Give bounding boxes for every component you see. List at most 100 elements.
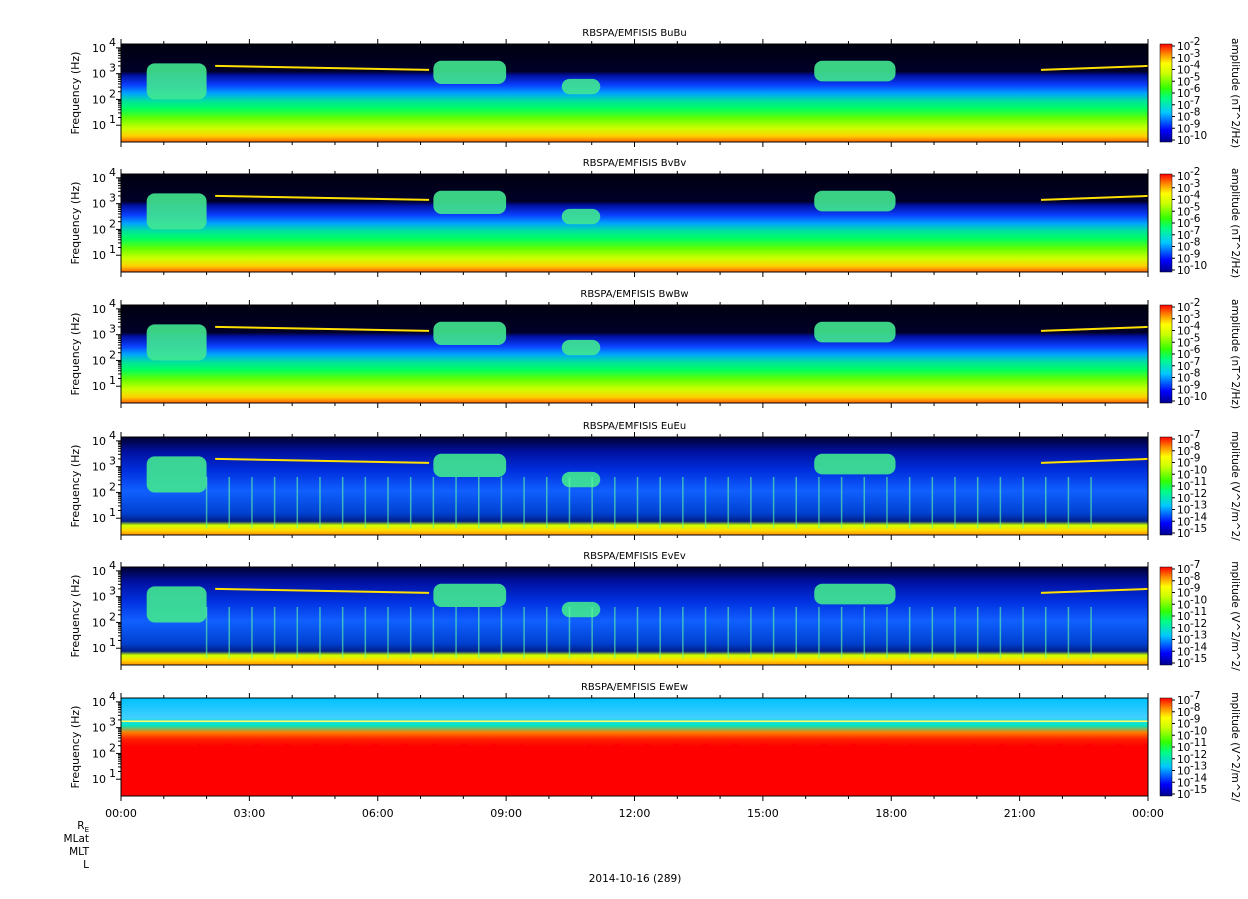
colorbar-tick-exponent: -11 <box>1190 476 1207 488</box>
colorbar-tick-label: 10 <box>1177 789 1190 801</box>
colorbar-tick-label: 10 <box>1177 635 1190 647</box>
y-tick-exponent: 1 <box>109 767 116 780</box>
colorbar-tick-exponent: -8 <box>1190 571 1200 583</box>
y-tick-label: 10 <box>92 329 106 342</box>
panel-title: RBSPA/EMFISIS EwEw <box>581 682 688 693</box>
y-tick-label: 10 <box>92 512 106 525</box>
colorbar-tick-exponent: -10 <box>1190 594 1207 606</box>
colorbar-tick-exponent: -2 <box>1190 297 1200 309</box>
y-tick-label: 10 <box>92 380 106 393</box>
y-tick-label: 10 <box>92 486 106 499</box>
colorbar-tick-exponent: -14 <box>1190 511 1207 523</box>
colorbar-tick-exponent: -7 <box>1190 356 1200 368</box>
y-tick-exponent: 4 <box>109 297 116 310</box>
colorbar-tick-label: 10 <box>1177 446 1190 458</box>
ephemeris-label-re: RE <box>77 820 89 835</box>
colorbar-tick-exponent: -4 <box>1190 321 1201 333</box>
colorbar-tick-label: 10 <box>1177 611 1190 623</box>
colorbar-tick-label: 10 <box>1177 123 1190 135</box>
colorbar-tick-label: 10 <box>1177 458 1190 470</box>
colorbar-tick-exponent: -14 <box>1190 641 1207 653</box>
y-tick-label: 10 <box>92 119 106 132</box>
y-tick-exponent: 2 <box>109 610 116 623</box>
colorbar-tick-label: 10 <box>1177 53 1190 65</box>
y-tick-exponent: 4 <box>109 559 116 572</box>
y-tick-label: 10 <box>92 722 106 735</box>
colorbar-tick-label: 10 <box>1177 777 1190 789</box>
colorbar-label: amplitude (nT^2/Hz) <box>1229 299 1241 409</box>
colorbar-tick-label: 10 <box>1177 361 1190 373</box>
colorbar-tick-exponent: -9 <box>1190 379 1200 391</box>
y-tick-label: 10 <box>92 223 106 236</box>
emission-band <box>1040 587 1149 594</box>
emission-band <box>1040 325 1149 332</box>
chorus-emission <box>814 321 896 343</box>
x-tick-label: 06:00 <box>362 807 394 820</box>
colorbar-tick-exponent: -8 <box>1190 441 1200 453</box>
y-tick-label: 10 <box>92 172 106 185</box>
colorbar-tick-exponent: -10 <box>1190 391 1207 403</box>
y-tick-exponent: 2 <box>109 480 116 493</box>
colorbar-tick-label: 10 <box>1177 719 1190 731</box>
colorbar-tick-exponent: -13 <box>1190 630 1207 642</box>
spectrogram-background <box>121 305 1148 403</box>
colorbar-tick-label: 10 <box>1177 337 1190 349</box>
colorbar-tick-exponent: -5 <box>1190 332 1200 344</box>
y-tick-exponent: 1 <box>109 243 116 256</box>
colorbar-tick-label: 10 <box>1177 658 1190 670</box>
panel-title: RBSPA/EMFISIS BwBw <box>580 289 688 300</box>
colorbar-tick-exponent: -11 <box>1190 606 1207 618</box>
y-axis-label: Frequency (Hz) <box>69 52 82 135</box>
colorbar-tick-exponent: -13 <box>1190 500 1207 512</box>
chorus-emission <box>561 471 601 488</box>
burst-emission <box>587 743 913 796</box>
y-tick-exponent: 4 <box>109 690 116 703</box>
chorus-emission <box>433 583 507 607</box>
colorbar-tick-exponent: -9 <box>1190 118 1200 130</box>
colorbar-tick-label: 10 <box>1177 314 1190 326</box>
emission-band <box>215 64 430 71</box>
chorus-emission <box>561 601 601 618</box>
colorbar-tick-exponent: -15 <box>1190 523 1207 535</box>
colorbar-tick-exponent: -4 <box>1190 60 1201 72</box>
colorbar-tick-exponent: -7 <box>1190 95 1200 107</box>
colorbar-label: amplitude (nT^2/Hz) <box>1229 38 1241 148</box>
colorbar-tick-exponent: -12 <box>1190 618 1207 630</box>
emission-band <box>215 457 430 464</box>
burst-emission <box>972 743 1148 796</box>
y-tick-exponent: 2 <box>109 348 116 361</box>
colorbar-tick-exponent: -2 <box>1190 166 1200 178</box>
colorbar-tick-exponent: -12 <box>1190 488 1207 500</box>
colorbar-tick-label: 10 <box>1177 528 1190 540</box>
y-tick-exponent: 2 <box>109 741 116 754</box>
y-tick-label: 10 <box>92 303 106 316</box>
emission-band <box>215 194 430 201</box>
colorbar-tick-exponent: -7 <box>1190 559 1200 571</box>
colorbar-tick-exponent: -3 <box>1190 48 1200 60</box>
y-tick-exponent: 3 <box>109 62 116 75</box>
x-tick-label: 03:00 <box>234 807 266 820</box>
colorbar <box>1159 173 1173 273</box>
colorbar-label: mplitude (V^2/m^2/ <box>1229 431 1241 541</box>
y-tick-exponent: 3 <box>109 455 116 468</box>
x-tick-label: 00:00 <box>105 807 137 820</box>
colorbar-tick-label: 10 <box>1177 230 1190 242</box>
colorbar-label: mplitude (V^2/m^2/ <box>1229 561 1241 671</box>
x-tick-label: 21:00 <box>1004 807 1036 820</box>
colorbar-tick-label: 10 <box>1177 112 1190 124</box>
colorbar-tick-label: 10 <box>1177 623 1190 635</box>
colorbar-tick-label: 10 <box>1177 505 1190 517</box>
colorbar-tick-exponent: -5 <box>1190 201 1200 213</box>
colorbar-tick-label: 10 <box>1177 707 1190 719</box>
spectrogram-background <box>121 44 1148 142</box>
colorbar-tick-exponent: -15 <box>1190 784 1207 796</box>
colorbar-tick-label: 10 <box>1177 695 1190 707</box>
y-axis-label: Frequency (Hz) <box>69 182 82 265</box>
y-tick-label: 10 <box>92 565 106 578</box>
colorbar-tick-exponent: -9 <box>1190 714 1200 726</box>
chorus-emission <box>146 324 207 361</box>
chorus-emission <box>814 60 896 82</box>
